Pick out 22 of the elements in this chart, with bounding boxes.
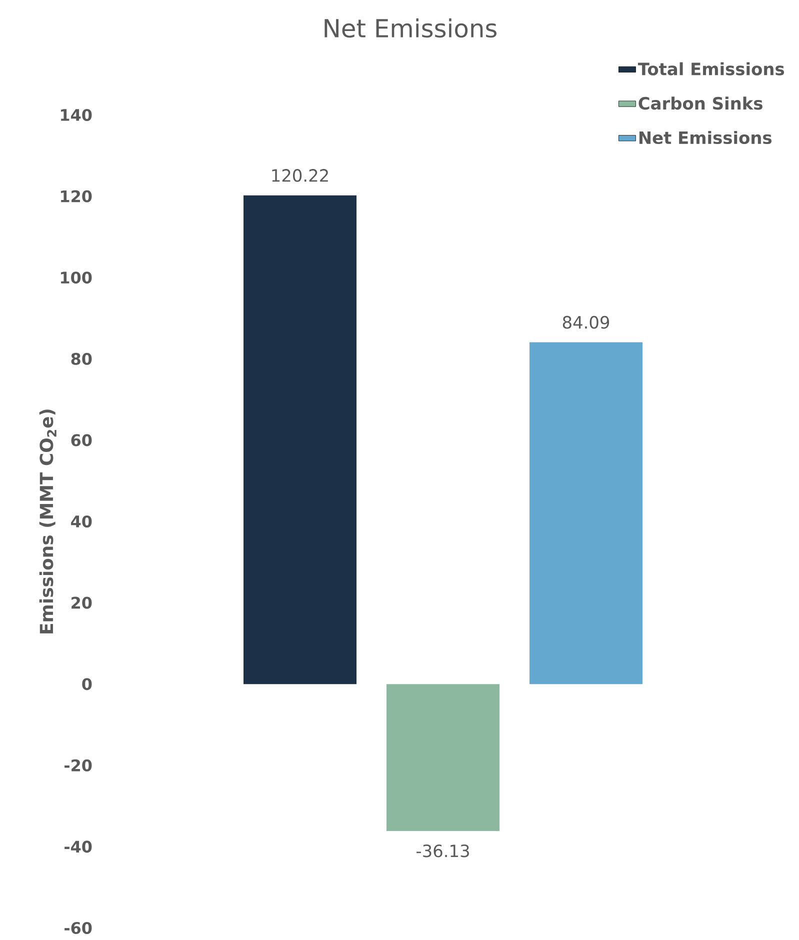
y-tick-label: -40 xyxy=(64,840,92,853)
y-tick-label: -20 xyxy=(64,759,92,772)
y-tick-label: 80 xyxy=(71,352,92,365)
bar xyxy=(530,342,643,684)
y-tick-label: 120 xyxy=(61,190,92,202)
bar xyxy=(244,195,356,684)
bar xyxy=(386,684,500,831)
y-tick-label: 140 xyxy=(61,108,92,122)
y-tick-label: 40 xyxy=(71,515,92,528)
data-label: 84.09 xyxy=(562,316,610,329)
data-label: 120.22 xyxy=(272,169,328,182)
y-tick-label: -60 xyxy=(64,922,92,934)
y-tick-label: 0 xyxy=(82,678,92,690)
y-tick-label: 100 xyxy=(61,272,92,284)
chart-title: Net Emissions xyxy=(324,18,496,38)
y-tick-label: 20 xyxy=(72,596,92,609)
y-axis-title: Emissions (MMT CO$_{2}$e) xyxy=(39,410,56,634)
y-tick-label: 60 xyxy=(71,434,92,446)
legend-label: Total Emissions xyxy=(638,62,784,76)
data-label: -36.13 xyxy=(416,844,469,858)
legend-label: Carbon Sinks xyxy=(638,96,762,110)
legend-label: Net Emissions xyxy=(639,130,772,144)
